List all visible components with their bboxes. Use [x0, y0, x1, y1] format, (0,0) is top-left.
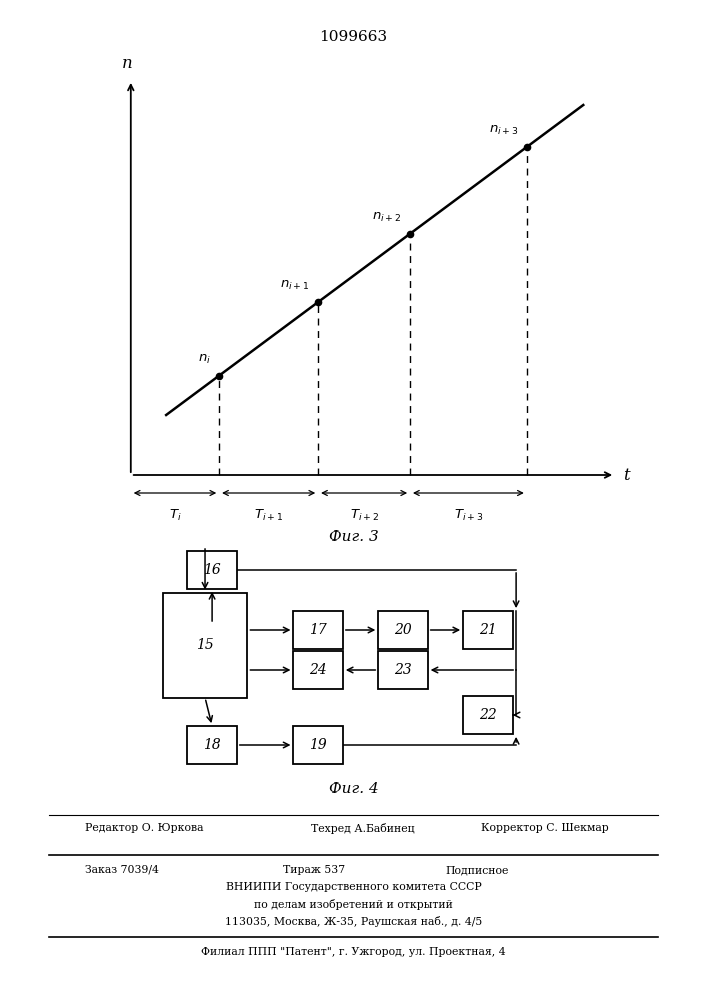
Text: Филиал ППП "Патент", г. Ужгород, ул. Проектная, 4: Филиал ППП "Патент", г. Ужгород, ул. Про…	[201, 947, 506, 957]
Text: 113035, Москва, Ж-35, Раушская наб., д. 4/5: 113035, Москва, Ж-35, Раушская наб., д. …	[225, 916, 482, 927]
Bar	[378, 651, 428, 689]
Text: Корректор С. Шекмар: Корректор С. Шекмар	[481, 823, 609, 833]
Text: Фиг. 4: Фиг. 4	[329, 782, 378, 796]
Text: $T_i$: $T_i$	[169, 508, 181, 523]
Bar	[187, 551, 237, 589]
Text: $T_{i+2}$: $T_{i+2}$	[350, 508, 378, 523]
Bar	[463, 611, 513, 649]
Text: 19: 19	[309, 738, 327, 752]
Bar	[463, 696, 513, 734]
Text: $T_{i+3}$: $T_{i+3}$	[454, 508, 483, 523]
Text: 22: 22	[479, 708, 497, 722]
Text: 20: 20	[394, 623, 412, 637]
Bar	[163, 592, 247, 698]
Text: 15: 15	[196, 638, 214, 652]
Text: Редактор О. Юркова: Редактор О. Юркова	[85, 823, 204, 833]
Text: t: t	[624, 466, 630, 484]
Text: 17: 17	[309, 623, 327, 637]
Text: Техред А.Бабинец: Техред А.Бабинец	[311, 823, 415, 834]
Text: по делам изобретений и открытий: по делам изобретений и открытий	[254, 899, 453, 910]
Text: 21: 21	[479, 623, 497, 637]
Text: Фиг. 3: Фиг. 3	[329, 530, 378, 544]
Bar	[293, 611, 343, 649]
Text: Заказ 7039/4: Заказ 7039/4	[85, 865, 158, 875]
Text: $n_i$: $n_i$	[198, 352, 211, 366]
Text: 1099663: 1099663	[320, 30, 387, 44]
Text: $n_{i+1}$: $n_{i+1}$	[280, 279, 310, 292]
Text: Подписное: Подписное	[445, 865, 509, 875]
Bar	[293, 651, 343, 689]
Text: $n_{i+2}$: $n_{i+2}$	[373, 211, 402, 224]
Text: Тираж 537: Тираж 537	[283, 865, 345, 875]
Text: ВНИИПИ Государственного комитета СССР: ВНИИПИ Государственного комитета СССР	[226, 882, 481, 892]
Text: 24: 24	[309, 663, 327, 677]
Text: 23: 23	[394, 663, 412, 677]
Text: $T_{i+1}$: $T_{i+1}$	[254, 508, 284, 523]
Bar	[378, 611, 428, 649]
Bar	[293, 726, 343, 764]
Text: 18: 18	[203, 738, 221, 752]
Bar	[187, 726, 237, 764]
Text: 16: 16	[203, 563, 221, 577]
Text: $n_{i+3}$: $n_{i+3}$	[489, 124, 518, 137]
Text: n: n	[122, 55, 133, 72]
